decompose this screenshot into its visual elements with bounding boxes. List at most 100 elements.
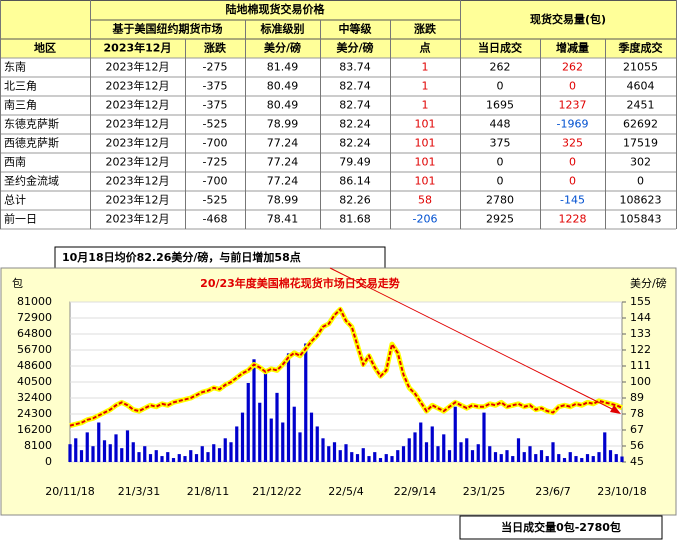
y-tick-label: 40500 [17,375,52,388]
bar [286,353,291,462]
table-cell: 325 [562,137,583,150]
bar [143,446,147,462]
chart-title: 20/23年度美国棉花现货市场日交易走势 [200,276,400,290]
bar [539,450,544,462]
table-cell: 101 [415,137,436,150]
table-title: 现货交易量(包) [530,12,606,26]
bar [545,456,549,462]
table-cell: 81.68 [339,213,371,226]
table-cell: 2023年12月 [106,98,170,112]
y-tick-label: 8100 [24,439,52,452]
bar [102,440,107,462]
bar [367,456,371,462]
x-tick-label: 20/11/18 [45,485,94,498]
bar [396,450,400,462]
x-tick-label: 21/3/31 [118,485,160,498]
x-tick-label: 22/5/4 [328,485,363,498]
table-cell: 82.74 [339,80,371,93]
table-cell: -525 [203,194,228,207]
table-title: 陆地棉现货交易价格 [226,2,326,16]
table-cell: 77.24 [267,156,299,169]
table-cell: 101 [415,118,436,131]
bar [229,442,233,462]
y2-tick-label: 155 [630,295,651,308]
x-tick-label: 22/9/14 [394,485,436,498]
column-header: 季度成交 [618,41,663,55]
table-cell: 105843 [620,213,662,226]
table-cell: -206 [413,213,438,226]
bar [522,452,526,462]
bar [85,432,89,462]
table-cell: 2451 [627,99,655,112]
y2-tick-label: 100 [630,375,651,388]
y2-tick-label: 122 [630,343,651,356]
table-cell: 77.24 [267,175,299,188]
table-cell: 东南 [4,61,26,74]
table-cell: 0 [637,175,644,188]
bar [332,442,337,462]
bar [120,448,124,462]
bar [591,456,595,462]
table-header-bg [0,0,676,58]
bar [148,454,153,462]
bar [447,450,452,462]
table-cell: 2023年12月 [106,155,170,169]
bar [493,452,498,462]
table-cell: 2925 [486,213,514,226]
bar [171,458,176,462]
table-cell: -1969 [557,118,589,131]
bar [465,438,469,462]
bar [338,450,342,462]
bar [407,438,411,462]
table-cell: 302 [630,156,651,169]
table-cell: 82.26 [339,194,371,207]
table-cell: 4604 [627,80,655,93]
table-cell: 448 [490,118,511,131]
bar [516,438,521,462]
bar [194,454,199,462]
y-axis-label: 包 [12,277,23,290]
bar [557,454,561,462]
bar [424,442,429,462]
table-cell: 总计 [4,193,26,207]
bar [413,432,417,462]
table-subheader: 中等级 [339,22,373,36]
bar [235,426,239,462]
table-cell: 1 [422,80,429,93]
table-cell: -725 [203,156,228,169]
bar [603,432,607,462]
bar [246,382,250,462]
bar [528,446,532,462]
bar [614,454,618,462]
table-cell: 西德克萨斯 [4,136,59,150]
bar [459,442,463,462]
table-cell: 2023年12月 [106,212,170,226]
x-tick-label: 21/8/11 [187,485,229,498]
table-cell: 圣约金流域 [4,174,59,188]
bar [378,458,383,462]
bar [298,432,302,462]
bar [568,452,572,462]
y2-tick-label: 133 [630,327,651,340]
bar [68,444,72,462]
table-cell: 101 [415,175,436,188]
table-subheader: 基于美国纽约期货市场 [112,22,223,36]
table-cell: -145 [560,194,585,207]
bar [442,434,446,462]
bar [315,426,319,462]
bar [327,446,331,462]
table-cell: 78.99 [267,118,299,131]
bar [355,454,360,462]
bar [384,454,388,462]
bar [125,430,130,462]
bar [183,456,187,462]
table-cell: 2023年12月 [106,193,170,207]
bar [217,448,222,462]
table-cell: -468 [203,213,228,226]
table-cell: 77.24 [267,137,299,150]
table-cell: 0 [497,156,504,169]
bar [177,454,181,462]
x-tick-label: 23/1/25 [463,485,505,498]
y2-axis-label: 美分/磅 [630,276,667,290]
